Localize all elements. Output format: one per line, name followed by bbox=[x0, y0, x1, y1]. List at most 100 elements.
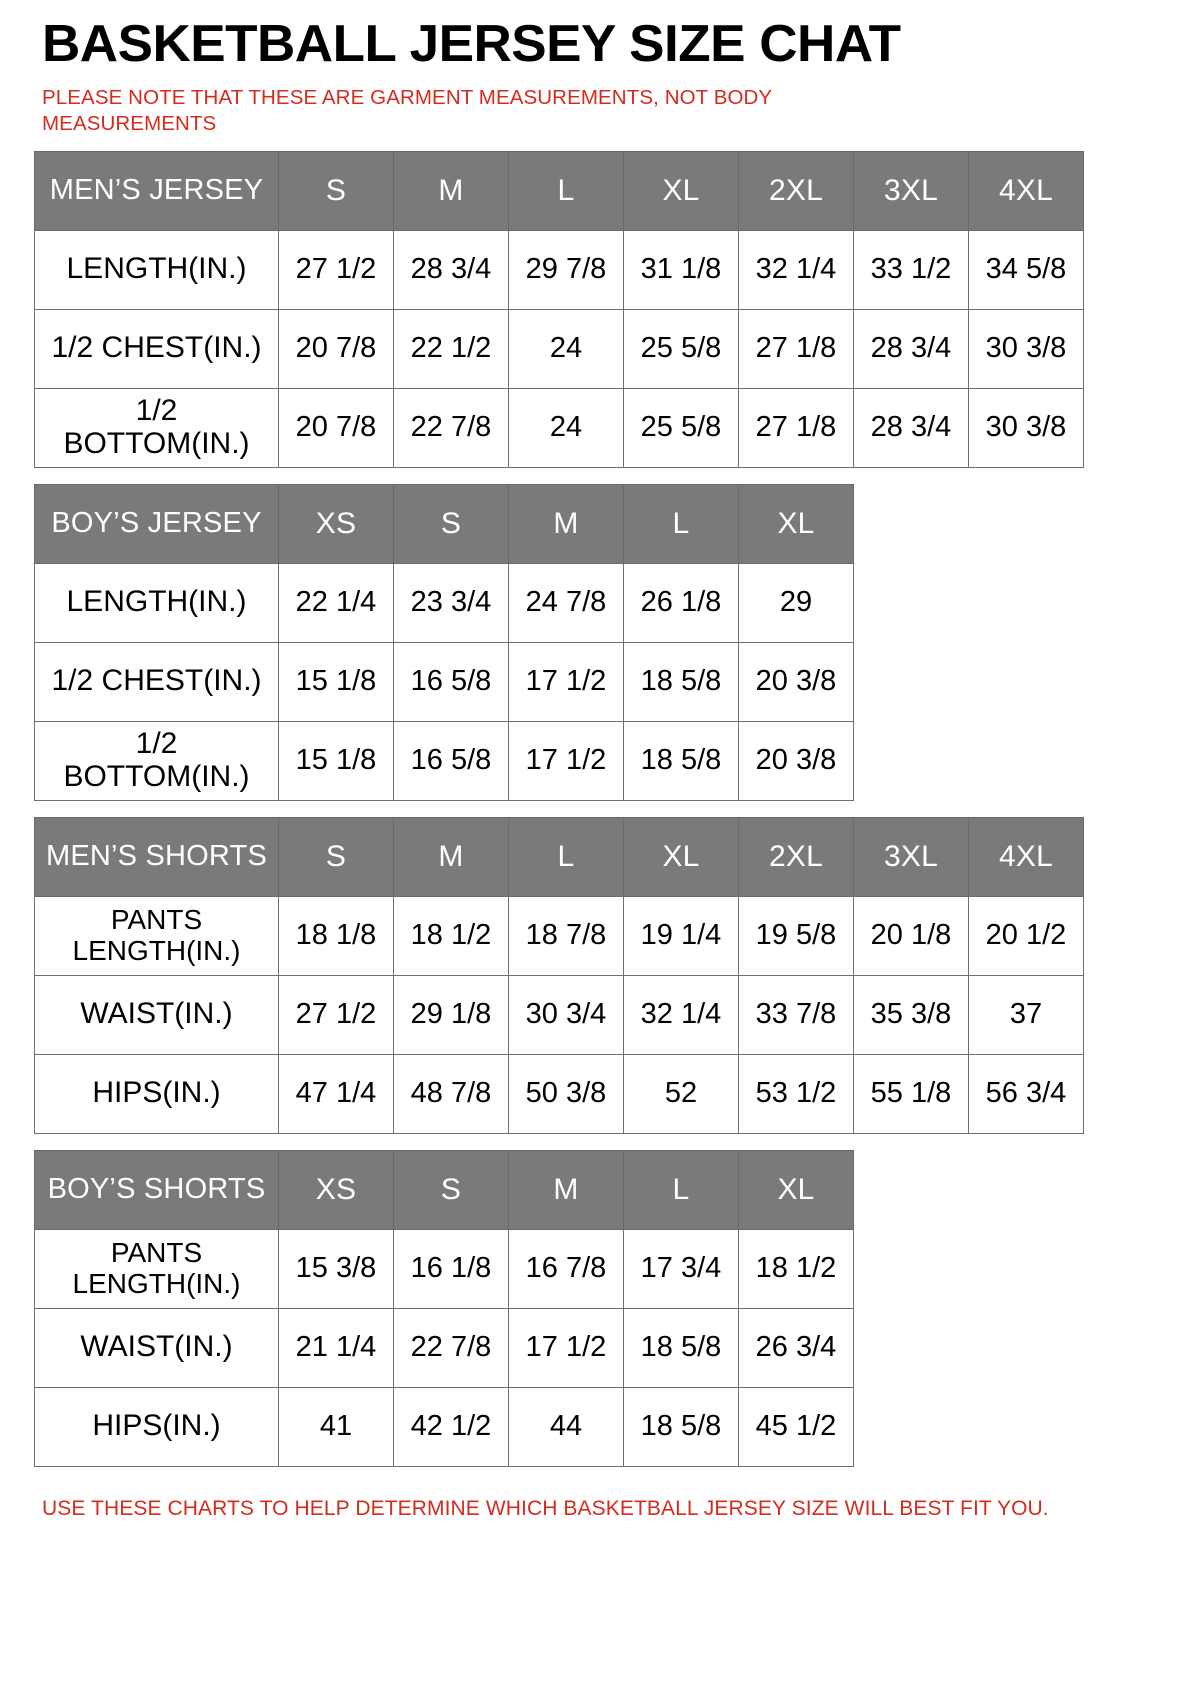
table-corner-label: BOY’S JERSEY bbox=[34, 483, 279, 564]
measurement-cell: 18 5/8 bbox=[623, 720, 739, 801]
measurement-cell: 27 1/8 bbox=[738, 387, 854, 468]
measurement-cell: 20 7/8 bbox=[278, 387, 394, 468]
measurement-cell: 18 5/8 bbox=[623, 1386, 739, 1467]
measurement-cell: 33 7/8 bbox=[738, 974, 854, 1055]
measurement-cell: 35 3/8 bbox=[853, 974, 969, 1055]
measurement-cell: 18 5/8 bbox=[623, 1307, 739, 1388]
measurement-cell: 24 7/8 bbox=[508, 562, 624, 643]
table-row: WAIST(IN.) 21 1/4 22 7/8 17 1/2 18 5/8 26 3/4 bbox=[34, 1307, 854, 1388]
row-label: 1/2 CHEST(IN.) bbox=[34, 308, 279, 389]
measurement-cell: 22 7/8 bbox=[393, 387, 509, 468]
measurement-cell: 30 3/8 bbox=[968, 387, 1084, 468]
table-row: 1/2 BOTTOM(IN.) 15 1/8 16 5/8 17 1/2 18 5/8 2… bbox=[34, 720, 854, 801]
garment-measurement-note: PLEASE NOTE THAT THESE ARE GARMENT MEASU… bbox=[42, 86, 772, 136]
column-header-2xl: 2XL bbox=[738, 150, 854, 231]
table-row: LENGTH(IN.) 27 1/2 28 3/4 29 7/8 31 1/8 32 1/… bbox=[34, 229, 1084, 310]
measurement-cell: 17 3/4 bbox=[623, 1228, 739, 1309]
measurement-cell: 18 7/8 bbox=[508, 895, 624, 976]
size-table-boys-jersey: BOY’S JERSEY XS S M L XL LENGTH(IN.) 22 1/4 23 3… bbox=[34, 483, 854, 801]
measurement-cell: 18 1/2 bbox=[393, 895, 509, 976]
column-header-3xl: 3XL bbox=[853, 816, 969, 897]
table-wrapper-boys-jersey: BOY’S JERSEY XS S M L XL LENGTH(IN.) 22 1/4 23 3… bbox=[30, 483, 1170, 801]
measurement-cell: 18 5/8 bbox=[623, 641, 739, 722]
measurement-cell: 20 1/2 bbox=[968, 895, 1084, 976]
column-header-m: M bbox=[393, 150, 509, 231]
column-header-3xl: 3XL bbox=[853, 150, 969, 231]
measurement-cell: 20 1/8 bbox=[853, 895, 969, 976]
table-header-row: MEN’S SHORTS S M L XL 2XL 3XL 4XL bbox=[34, 816, 1084, 897]
row-label: LENGTH(IN.) bbox=[34, 562, 279, 643]
table-row: PANTS LENGTH(IN.) 15 3/8 16 1/8 16 7/8 17 3/4… bbox=[34, 1228, 854, 1309]
row-label: 1/2 BOTTOM(IN.) bbox=[34, 387, 279, 468]
table-header-row: BOY’S JERSEY XS S M L XL bbox=[34, 483, 854, 564]
column-header-s: S bbox=[278, 816, 394, 897]
table-wrapper-mens-jersey: MEN’S JERSEY S M L XL 2XL 3XL 4XL LENGTH(IN.) 27 … bbox=[30, 150, 1170, 468]
row-label: 1/2 CHEST(IN.) bbox=[34, 641, 279, 722]
column-header-xs: XS bbox=[278, 1149, 394, 1230]
measurement-cell: 18 1/8 bbox=[278, 895, 394, 976]
measurement-cell: 22 1/4 bbox=[278, 562, 394, 643]
measurement-cell: 53 1/2 bbox=[738, 1053, 854, 1134]
measurement-cell: 33 1/2 bbox=[853, 229, 969, 310]
measurement-cell: 22 7/8 bbox=[393, 1307, 509, 1388]
column-header-l: L bbox=[623, 1149, 739, 1230]
column-header-s: S bbox=[393, 483, 509, 564]
measurement-cell: 19 1/4 bbox=[623, 895, 739, 976]
measurement-cell: 28 3/4 bbox=[393, 229, 509, 310]
row-label: HIPS(IN.) bbox=[34, 1053, 279, 1134]
table-wrapper-boys-shorts: BOY’S SHORTS XS S M L XL PANTS LENGTH(IN.) 15 3/… bbox=[30, 1149, 1170, 1467]
column-header-4xl: 4XL bbox=[968, 150, 1084, 231]
row-label: WAIST(IN.) bbox=[34, 974, 279, 1055]
row-label: LENGTH(IN.) bbox=[34, 229, 279, 310]
measurement-cell: 22 1/2 bbox=[393, 308, 509, 389]
table-header-row: BOY’S SHORTS XS S M L XL bbox=[34, 1149, 854, 1230]
row-label: PANTS LENGTH(IN.) bbox=[34, 1228, 279, 1309]
measurement-cell: 16 5/8 bbox=[393, 641, 509, 722]
tables-container: MEN’S JERSEY S M L XL 2XL 3XL 4XL LENGTH(IN.) 27 … bbox=[30, 150, 1170, 1467]
table-row: 1/2 CHEST(IN.) 15 1/8 16 5/8 17 1/2 18 5/8 20… bbox=[34, 641, 854, 722]
size-chart-page: BASKETBALL JERSEY SIZE CHAT PLEASE NOTE … bbox=[0, 17, 1200, 1697]
table-row: LENGTH(IN.) 22 1/4 23 3/4 24 7/8 26 1/8 29 bbox=[34, 562, 854, 643]
measurement-cell: 52 bbox=[623, 1053, 739, 1134]
measurement-cell: 15 3/8 bbox=[278, 1228, 394, 1309]
column-header-l: L bbox=[508, 150, 624, 231]
row-label: HIPS(IN.) bbox=[34, 1386, 279, 1467]
measurement-cell: 41 bbox=[278, 1386, 394, 1467]
measurement-cell: 17 1/2 bbox=[508, 641, 624, 722]
measurement-cell: 28 3/4 bbox=[853, 387, 969, 468]
measurement-cell: 34 5/8 bbox=[968, 229, 1084, 310]
measurement-cell: 50 3/8 bbox=[508, 1053, 624, 1134]
table-wrapper-mens-shorts: MEN’S SHORTS S M L XL 2XL 3XL 4XL PANTS LENGTH(IN… bbox=[30, 816, 1170, 1134]
size-table-mens-shorts: MEN’S SHORTS S M L XL 2XL 3XL 4XL PANTS LENGTH(IN… bbox=[34, 816, 1084, 1134]
table-row: WAIST(IN.) 27 1/2 29 1/8 30 3/4 32 1/4 33 7/8… bbox=[34, 974, 1084, 1055]
measurement-cell: 45 1/2 bbox=[738, 1386, 854, 1467]
table-row: PANTS LENGTH(IN.) 18 1/8 18 1/2 18 7/8 19 1/4… bbox=[34, 895, 1084, 976]
measurement-cell: 15 1/8 bbox=[278, 641, 394, 722]
measurement-cell: 26 3/4 bbox=[738, 1307, 854, 1388]
table-corner-label: MEN’S SHORTS bbox=[34, 816, 279, 897]
table-row: 1/2 BOTTOM(IN.) 20 7/8 22 7/8 24 25 5/8 27 1/… bbox=[34, 387, 1084, 468]
column-header-2xl: 2XL bbox=[738, 816, 854, 897]
measurement-cell: 29 7/8 bbox=[508, 229, 624, 310]
measurement-cell: 27 1/2 bbox=[278, 229, 394, 310]
row-label: 1/2 BOTTOM(IN.) bbox=[34, 720, 279, 801]
measurement-cell: 56 3/4 bbox=[968, 1053, 1084, 1134]
column-header-s: S bbox=[278, 150, 394, 231]
column-header-xl: XL bbox=[623, 816, 739, 897]
measurement-cell: 27 1/8 bbox=[738, 308, 854, 389]
measurement-cell: 19 5/8 bbox=[738, 895, 854, 976]
table-row: HIPS(IN.) 41 42 1/2 44 18 5/8 45 1/2 bbox=[34, 1386, 854, 1467]
measurement-cell: 20 3/8 bbox=[738, 720, 854, 801]
column-header-m: M bbox=[508, 483, 624, 564]
measurement-cell: 16 5/8 bbox=[393, 720, 509, 801]
measurement-cell: 31 1/8 bbox=[623, 229, 739, 310]
measurement-cell: 16 7/8 bbox=[508, 1228, 624, 1309]
measurement-cell: 20 7/8 bbox=[278, 308, 394, 389]
measurement-cell: 25 5/8 bbox=[623, 387, 739, 468]
table-row: 1/2 CHEST(IN.) 20 7/8 22 1/2 24 25 5/8 27 1/8… bbox=[34, 308, 1084, 389]
column-header-l: L bbox=[623, 483, 739, 564]
column-header-xl: XL bbox=[738, 1149, 854, 1230]
measurement-cell: 37 bbox=[968, 974, 1084, 1055]
column-header-m: M bbox=[508, 1149, 624, 1230]
column-header-s: S bbox=[393, 1149, 509, 1230]
